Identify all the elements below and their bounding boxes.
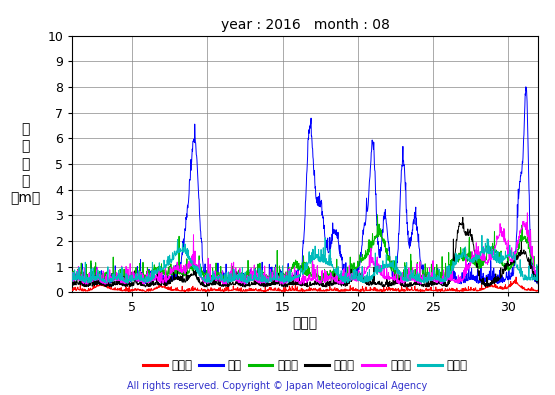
Text: All rights reserved. Copyright © Japan Meteorological Agency: All rights reserved. Copyright © Japan M… — [128, 381, 427, 391]
X-axis label: （日）: （日） — [292, 316, 318, 330]
Legend: 上ノ国, 唐桑, 石廀崎, 経ヶ岸, 生月島, 屋久島: 上ノ国, 唐桑, 石廀崎, 経ヶ岸, 生月島, 屋久島 — [138, 355, 472, 377]
Title: year : 2016   month : 08: year : 2016 month : 08 — [221, 18, 390, 32]
Text: 有
義
波
高
（m）: 有 義 波 高 （m） — [11, 122, 41, 205]
